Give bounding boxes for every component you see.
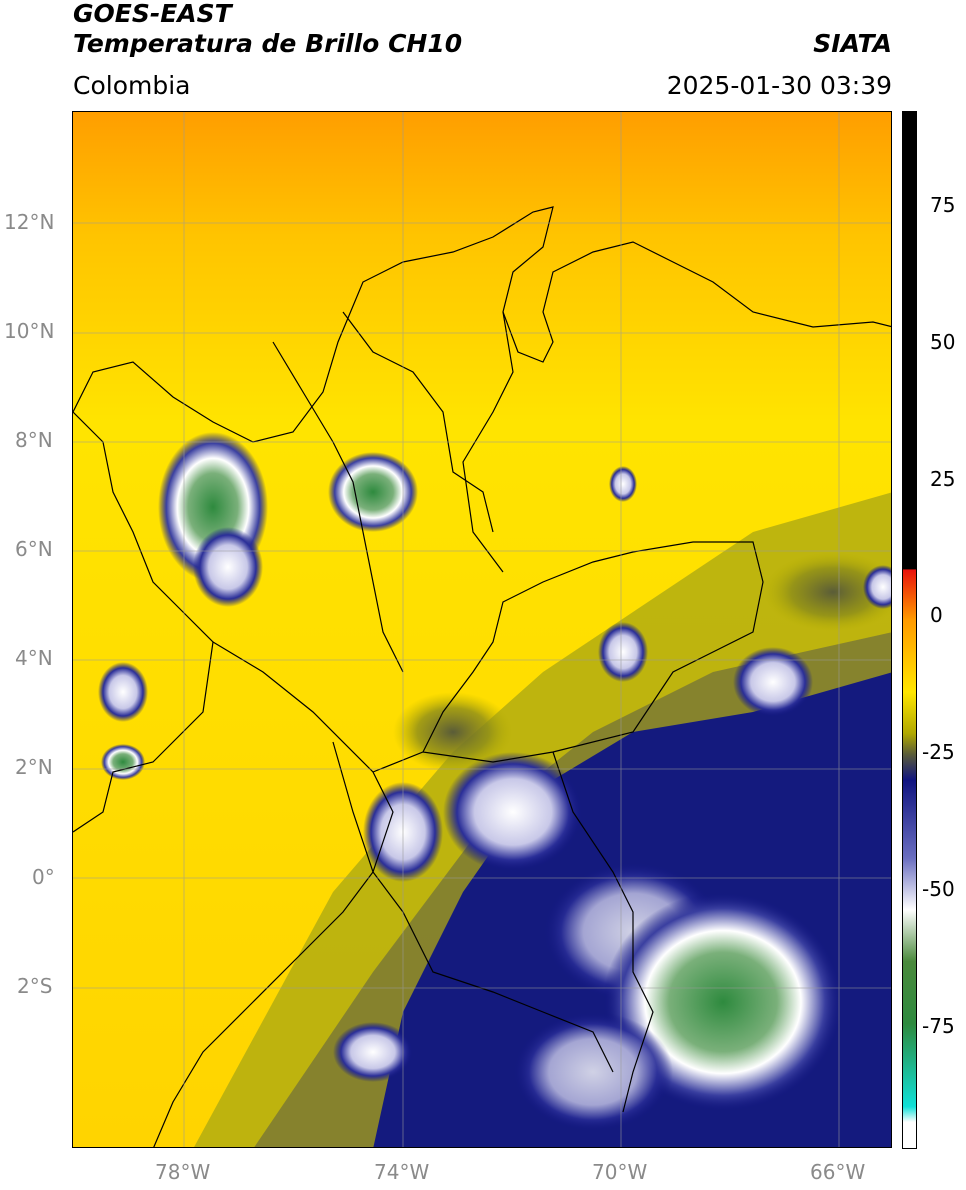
colorbar-tick-neg75: -75 — [922, 1014, 955, 1038]
datetime-label: 2025-01-30 03:39 — [666, 71, 892, 100]
lat-tick-6n: 6°N — [15, 537, 53, 561]
lat-tick-4n: 4°N — [15, 646, 53, 670]
lat-tick-2n: 2°N — [15, 755, 53, 779]
lon-tick-78w: 78°W — [155, 1160, 211, 1184]
product-title: Temperatura de Brillo CH10 — [73, 29, 463, 58]
lon-tick-66w: 66°W — [810, 1160, 866, 1184]
colorbar-gradient — [903, 112, 916, 1148]
source-label: SIATA — [813, 29, 892, 58]
colorbar-tick-0: 0 — [930, 603, 943, 627]
graticule — [73, 112, 891, 1147]
lon-tick-74w: 74°W — [374, 1160, 430, 1184]
lat-tick-12n: 12°N — [4, 210, 55, 234]
colorbar-tick-25: 25 — [930, 467, 956, 491]
lon-tick-70w: 70°W — [592, 1160, 648, 1184]
lat-tick-8n: 8°N — [15, 428, 53, 452]
colorbar-tick-75: 75 — [930, 193, 956, 217]
region-label: Colombia — [73, 71, 191, 100]
lat-tick-0: 0° — [32, 865, 55, 889]
colorbar — [902, 111, 917, 1149]
lat-tick-10n: 10°N — [4, 319, 55, 343]
colorbar-tick-neg25: -25 — [922, 740, 955, 764]
satellite-map — [72, 111, 892, 1148]
colorbar-tick-50: 50 — [930, 330, 956, 354]
lat-tick-2s: 2°S — [17, 974, 53, 998]
colorbar-tick-neg50: -50 — [922, 877, 955, 901]
map-canvas — [73, 112, 891, 1147]
satellite-name: GOES-EAST — [73, 0, 232, 28]
